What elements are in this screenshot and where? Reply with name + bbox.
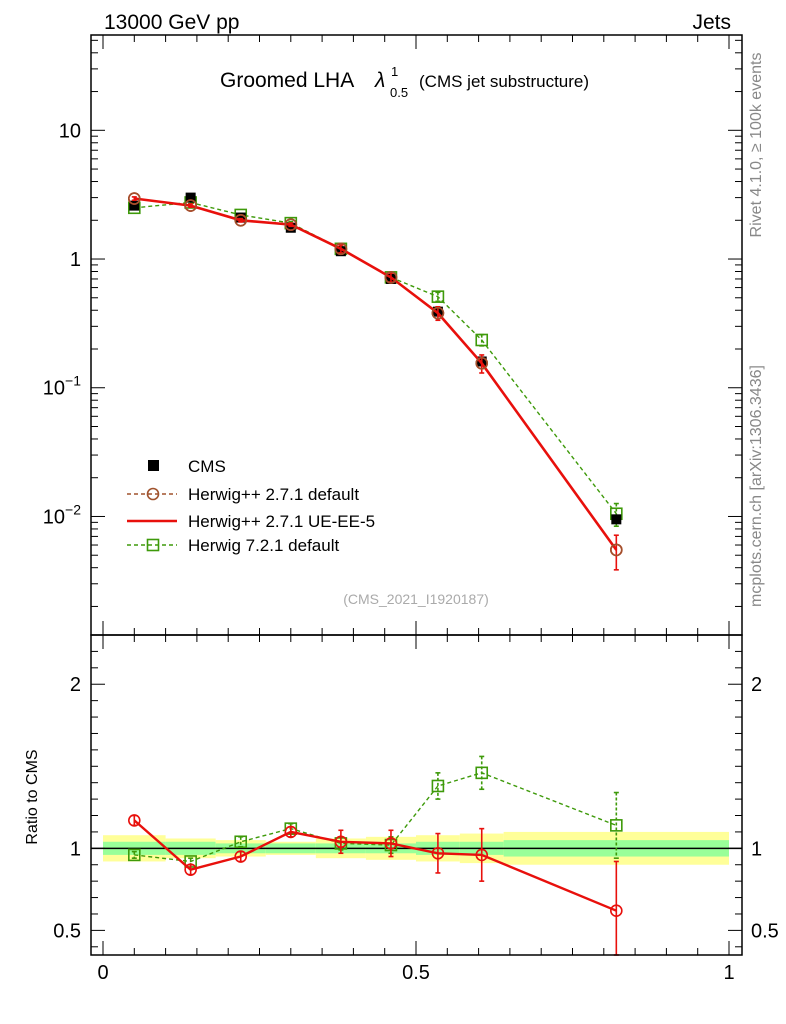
ratio-axis-ticks: 2 2 1 1 0.5 0.5 0 0.5 1 xyxy=(53,635,779,984)
legend-herwig7-marker xyxy=(146,538,160,552)
ueee5-ratio-marker-4 xyxy=(334,835,348,849)
legend-label-3: Herwig 7.2.1 default xyxy=(188,536,339,555)
header-category-label: Jets xyxy=(692,11,731,34)
legend-cms-marker xyxy=(148,460,159,471)
legend: CMS Herwig++ 2.7.1 default Herwig++ 2.7.1 … xyxy=(127,457,375,555)
legend-label-2: Herwig++ 2.7.1 UE-EE-5 xyxy=(188,512,375,531)
main-ytick-exponent: −2 xyxy=(65,501,81,517)
ueee5-ratio-marker-6 xyxy=(431,846,445,860)
title-lambda: λ xyxy=(374,69,385,92)
series-default-main xyxy=(128,192,623,557)
main-ytick-exponent: −1 xyxy=(65,373,81,389)
default-main-marker-2 xyxy=(234,213,248,227)
herwig7-main-line xyxy=(134,201,617,515)
default-main-marker-1 xyxy=(184,199,197,212)
ueee5-ratio-marker-7 xyxy=(475,848,489,862)
mcplots-credit-label: mcplots.cern.ch [arXiv:1306.3436] xyxy=(748,365,765,607)
header-beam-label: 13000 GeV pp xyxy=(104,11,239,34)
herwig7-ratio-marker-8 xyxy=(610,819,623,832)
legend-label-1: Herwig++ 2.7.1 default xyxy=(188,485,359,504)
ratio-ytick-label-right-2: 0.5 xyxy=(751,920,779,942)
cms-marker-0 xyxy=(129,200,140,211)
chart-title: Groomed LHA λ 1 0.5 (CMS jet substructur… xyxy=(220,63,589,101)
title-subscript: 0.5 xyxy=(390,85,408,100)
default-main-marker-6 xyxy=(431,306,445,320)
main-ytick-base: 10 xyxy=(43,506,65,528)
cms-marker-2 xyxy=(235,212,246,223)
ratio-ytick-label-right-0: 2 xyxy=(751,674,762,696)
cms-marker-1 xyxy=(185,192,196,203)
title-superscript: 1 xyxy=(391,64,398,79)
ueee5-ratio-marker-3 xyxy=(284,825,298,839)
default-main-marker-3 xyxy=(284,218,298,231)
ratio-plot-frame xyxy=(90,634,743,956)
main-ytick-label-1: 1 xyxy=(70,249,81,271)
ueee5-ratio-marker-0 xyxy=(128,814,141,827)
ratio-ytick-label-left-0: 2 xyxy=(70,674,81,696)
analysis-id-label: (CMS_2021_I1920187) xyxy=(343,591,489,607)
main-ytick-label-2: 10−1 xyxy=(43,373,81,400)
default-main-marker-5 xyxy=(384,271,398,284)
legend-default-marker xyxy=(146,487,160,501)
ratio-ytick-label-right-1: 1 xyxy=(751,838,762,860)
default-main-marker-0 xyxy=(128,192,141,205)
series-layer xyxy=(128,192,623,956)
cms-marker-8 xyxy=(611,514,622,525)
series-ueee5-ratio xyxy=(128,814,623,956)
ratio-axis-label: Ratio to CMS xyxy=(24,749,41,844)
legend-label-0: CMS xyxy=(188,457,226,476)
xtick-label-2: 1 xyxy=(723,962,734,984)
herwig7-ratio-marker-0 xyxy=(128,848,141,862)
herwig7-ratio-marker-7 xyxy=(475,766,489,780)
main-ytick-base: 10 xyxy=(59,120,81,142)
default-main-marker-7 xyxy=(475,356,489,370)
ueee5-ratio-marker-2 xyxy=(234,850,248,863)
xtick-label-1: 0.5 xyxy=(402,962,430,984)
herwig7-ratio-marker-2 xyxy=(234,835,248,849)
main-ytick-base: 10 xyxy=(43,378,65,400)
title-suffix: (CMS jet substructure) xyxy=(419,72,589,91)
legend-entry-2: Herwig++ 2.7.1 UE-EE-5 xyxy=(127,512,375,531)
herwig7-main-marker-7 xyxy=(475,333,489,347)
cms-marker-3 xyxy=(285,222,296,233)
xtick-label-0: 0 xyxy=(97,962,108,984)
main-ytick-label-3: 10−2 xyxy=(43,501,81,528)
rivet-version-label: Rivet 4.1.0, ≥ 100k events xyxy=(748,53,765,238)
ratio-ytick-label-left-1: 1 xyxy=(70,838,81,860)
default-main-marker-8 xyxy=(610,543,623,557)
ueee5-ratio-marker-5 xyxy=(384,837,398,850)
legend-entry-1: Herwig++ 2.7.1 default xyxy=(127,485,359,504)
ueee5-ratio-marker-8 xyxy=(610,904,623,917)
main-ytick-label-0: 10 xyxy=(59,120,81,142)
main-ytick-base: 1 xyxy=(70,249,81,271)
title-main: Groomed LHA xyxy=(220,69,354,92)
herwig7-main-marker-6 xyxy=(431,290,445,303)
ratio-ytick-label-left-2: 0.5 xyxy=(53,920,81,942)
ueee5-ratio-marker-1 xyxy=(184,863,197,876)
herwig7-ratio-marker-6 xyxy=(431,779,445,793)
default-main-marker-4 xyxy=(334,242,348,256)
legend-entry-0: CMS xyxy=(148,457,226,476)
legend-entry-3: Herwig 7.2.1 default xyxy=(127,536,339,555)
